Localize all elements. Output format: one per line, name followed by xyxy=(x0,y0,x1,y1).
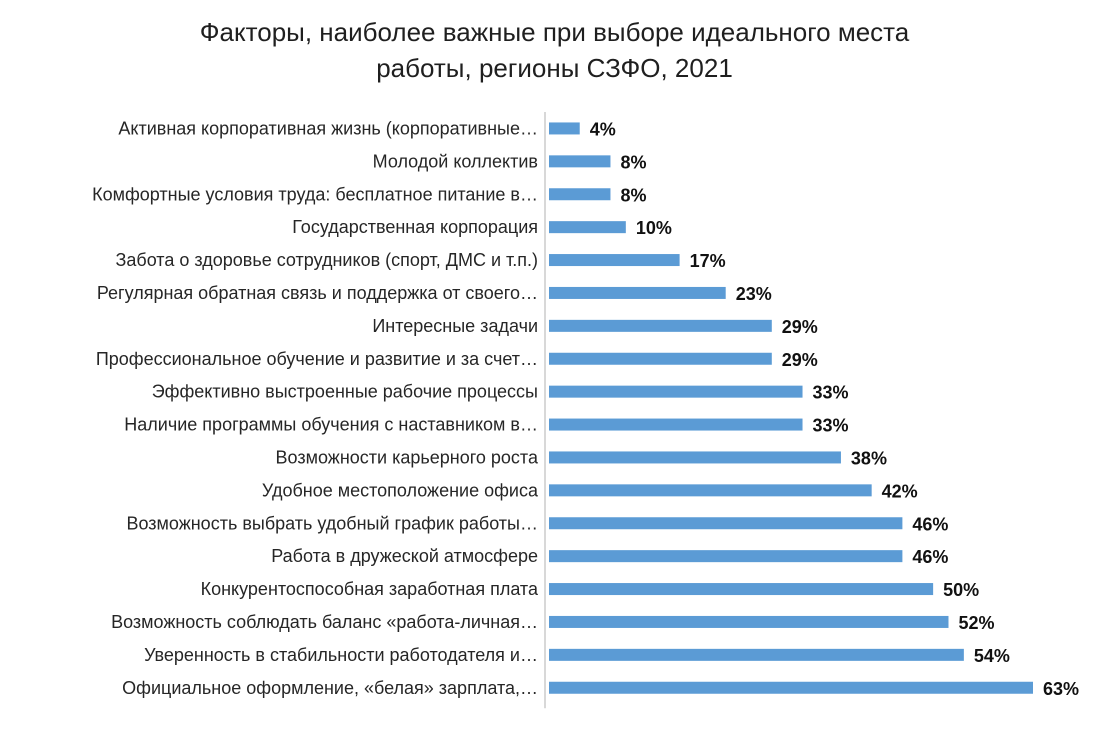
category-label: Эффективно выстроенные рабочие процессы xyxy=(152,382,538,402)
category-label: Регулярная обратная связь и поддержка от… xyxy=(97,283,538,303)
chart-title: Факторы, наиболее важные при выборе идеа… xyxy=(0,14,1109,86)
value-label: 52% xyxy=(958,613,994,633)
bar xyxy=(549,681,1033,694)
bar xyxy=(549,615,949,628)
value-label: 42% xyxy=(882,481,918,501)
category-label: Государственная корпорация xyxy=(292,217,538,237)
value-label: 4% xyxy=(590,119,616,139)
bar xyxy=(549,188,611,201)
bar xyxy=(549,385,803,398)
category-label: Молодой коллектив xyxy=(373,151,538,171)
bar xyxy=(549,418,803,431)
bar xyxy=(549,254,680,267)
bar xyxy=(549,517,903,530)
category-label: Работа в дружеской атмосфере xyxy=(271,546,538,566)
value-label: 46% xyxy=(912,547,948,567)
bar xyxy=(549,122,580,135)
category-label: Профессиональное обучение и развитие и з… xyxy=(96,349,538,369)
bar xyxy=(549,648,964,661)
chart-title-line-1: Факторы, наиболее важные при выборе идеа… xyxy=(199,17,910,47)
value-label: 29% xyxy=(782,317,818,337)
category-label: Возможности карьерного роста xyxy=(276,447,539,467)
value-label: 46% xyxy=(912,514,948,534)
category-label: Официальное оформление, «белая» зарплата… xyxy=(122,678,538,698)
bars-layer: Активная корпоративная жизнь (корпоратив… xyxy=(92,112,1079,709)
bar xyxy=(549,451,841,464)
category-label: Забота о здоровье сотрудников (спорт, ДМ… xyxy=(116,250,539,270)
category-label: Активная корпоративная жизнь (корпоратив… xyxy=(118,118,538,138)
category-label: Наличие программы обучения с наставником… xyxy=(124,415,538,435)
bar xyxy=(549,155,611,168)
category-label: Удобное местоположение офиса xyxy=(262,480,539,500)
category-label: Возможность соблюдать баланс «работа-лич… xyxy=(111,612,538,632)
category-label: Уверенность в стабильности работодателя … xyxy=(144,645,538,665)
value-label: 33% xyxy=(813,383,849,403)
value-label: 38% xyxy=(851,448,887,468)
bar xyxy=(549,352,772,365)
value-label: 17% xyxy=(690,251,726,271)
value-label: 54% xyxy=(974,646,1010,666)
value-label: 23% xyxy=(736,284,772,304)
value-label: 8% xyxy=(620,185,646,205)
value-label: 63% xyxy=(1043,679,1079,699)
bar xyxy=(549,583,934,596)
bar xyxy=(549,550,903,563)
bar xyxy=(549,319,772,332)
category-label: Интересные задачи xyxy=(372,316,538,336)
value-label: 33% xyxy=(813,416,849,436)
chart-title-line-2: работы, регионы СЗФО, 2021 xyxy=(376,53,733,83)
value-label: 8% xyxy=(620,152,646,172)
value-label: 10% xyxy=(636,218,672,238)
value-label: 29% xyxy=(782,350,818,370)
value-label: 50% xyxy=(943,580,979,600)
bar xyxy=(549,221,626,234)
category-label: Конкурентоспособная заработная плата xyxy=(201,579,539,599)
category-label: Комфортные условия труда: бесплатное пит… xyxy=(92,184,538,204)
category-label: Возможность выбрать удобный график работ… xyxy=(126,513,538,533)
bar xyxy=(549,286,726,299)
bar xyxy=(549,484,872,497)
